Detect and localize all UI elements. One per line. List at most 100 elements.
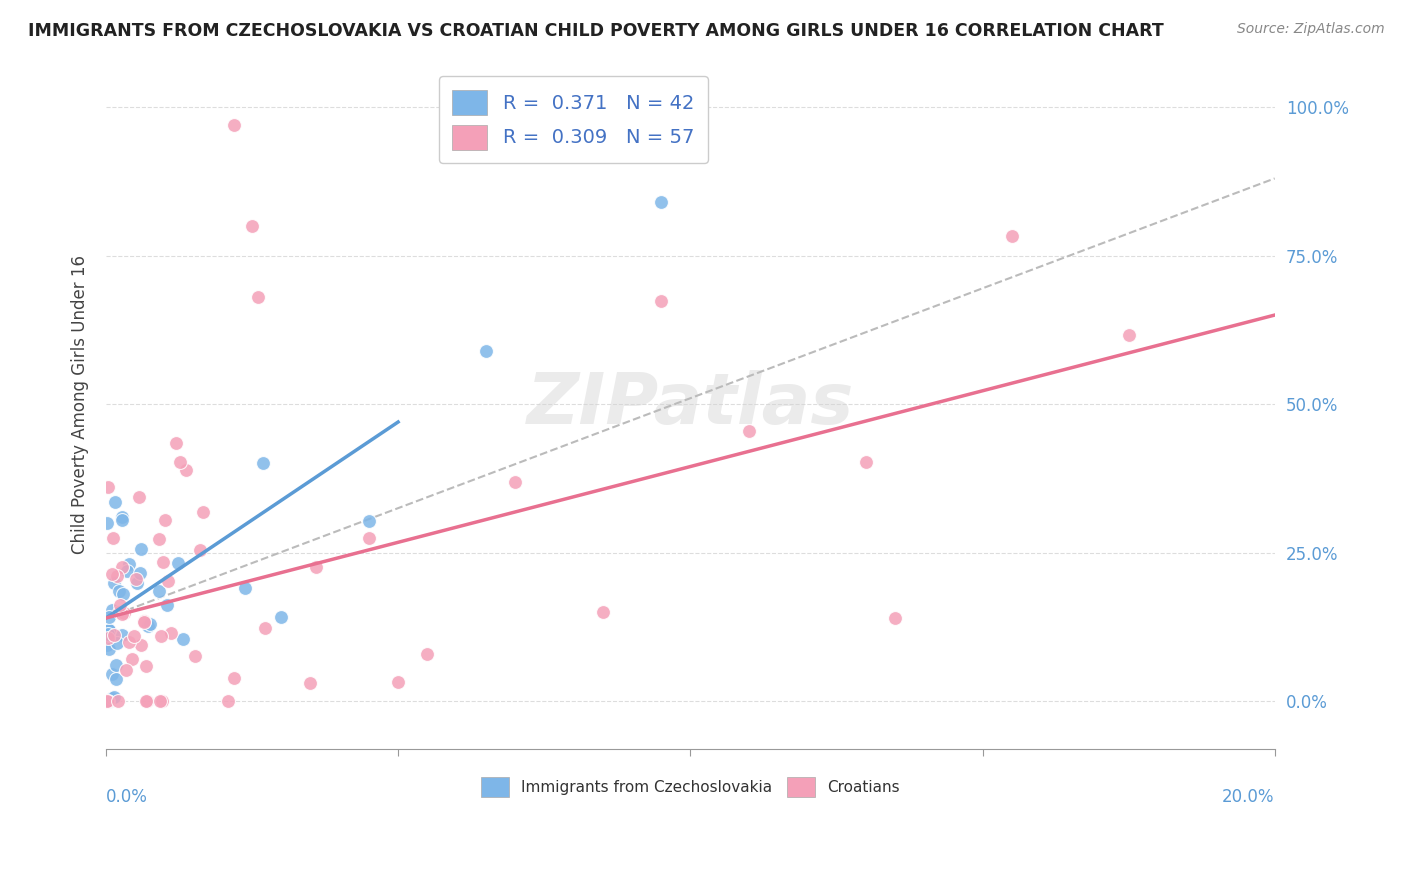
Point (96, 516, 118, 531)
Point (136, 618, 159, 632)
Point (153, 513, 176, 527)
Point (138, 617, 160, 632)
Point (233, 581, 256, 595)
Point (105, 636, 128, 650)
Point (184, 648, 207, 663)
Point (387, 674, 409, 689)
Point (592, 605, 614, 619)
Point (98, 694, 121, 708)
Point (855, 455, 877, 469)
Point (246, 290, 269, 304)
Point (160, 625, 183, 640)
Point (101, 603, 124, 617)
Point (101, 690, 124, 705)
Point (111, 607, 134, 621)
Text: 0.0%: 0.0% (105, 788, 148, 805)
Point (224, 671, 246, 685)
Point (883, 611, 905, 625)
Point (111, 509, 134, 524)
Point (97, 623, 120, 637)
Point (254, 621, 277, 635)
Point (103, 628, 125, 642)
Point (129, 541, 152, 556)
Point (357, 531, 380, 545)
Text: IMMIGRANTS FROM CZECHOSLOVAKIA VS CROATIAN CHILD POVERTY AMONG GIRLS UNDER 16 CO: IMMIGRANTS FROM CZECHOSLOVAKIA VS CROATI… (28, 22, 1164, 40)
Point (132, 615, 155, 629)
Point (97, 694, 120, 708)
Point (188, 542, 211, 557)
Point (98, 609, 121, 624)
Point (149, 694, 172, 708)
Point (117, 565, 139, 579)
Point (650, 293, 672, 308)
Point (166, 556, 188, 570)
Point (165, 436, 187, 450)
Point (104, 658, 127, 673)
Point (108, 598, 131, 612)
Point (107, 694, 129, 708)
Point (150, 629, 173, 643)
Point (357, 514, 380, 528)
Point (101, 667, 124, 681)
Point (105, 673, 128, 687)
Point (270, 610, 292, 624)
Legend: Immigrants from Czechoslovakia, Croatians: Immigrants from Czechoslovakia, Croatian… (475, 772, 905, 803)
Point (156, 598, 179, 612)
Y-axis label: Child Poverty Among Girls Under 16: Child Poverty Among Girls Under 16 (72, 255, 89, 554)
Point (152, 555, 174, 569)
Point (127, 575, 149, 590)
Point (118, 635, 141, 649)
Point (98, 694, 121, 708)
Text: ZIPatlas: ZIPatlas (527, 369, 853, 439)
Point (112, 606, 135, 620)
Point (176, 463, 198, 477)
Point (97, 623, 120, 637)
Point (111, 513, 134, 527)
Point (118, 557, 141, 571)
Point (132, 615, 155, 629)
Point (111, 587, 134, 601)
Point (97, 480, 120, 494)
Point (252, 457, 274, 471)
Point (150, 694, 173, 708)
Point (103, 531, 125, 545)
Point (191, 505, 214, 519)
Point (108, 605, 131, 619)
Point (111, 560, 134, 574)
Point (299, 676, 322, 690)
Point (135, 658, 157, 673)
Point (650, 194, 672, 209)
Point (103, 576, 125, 591)
Point (97, 627, 120, 641)
Point (105, 569, 128, 583)
Point (121, 652, 143, 666)
Point (503, 475, 526, 490)
Point (98, 642, 121, 657)
Point (1001, 228, 1024, 243)
Point (169, 455, 191, 469)
Point (108, 583, 131, 598)
Point (104, 495, 127, 509)
Point (224, 118, 246, 132)
Point (111, 628, 134, 642)
Point (128, 490, 150, 504)
Point (172, 632, 194, 646)
Point (1118, 327, 1140, 342)
Point (416, 647, 439, 661)
Point (103, 690, 125, 705)
Point (135, 694, 157, 708)
Point (97, 623, 120, 637)
Point (96, 638, 118, 652)
Point (96, 694, 118, 708)
Point (115, 663, 138, 677)
Point (100, 566, 122, 581)
Text: 20.0%: 20.0% (1222, 788, 1275, 805)
Point (217, 694, 239, 708)
Point (129, 638, 152, 652)
Point (135, 694, 157, 708)
Text: Source: ZipAtlas.com: Source: ZipAtlas.com (1237, 22, 1385, 37)
Point (125, 572, 148, 586)
Point (96, 631, 118, 645)
Point (148, 583, 170, 598)
Point (157, 574, 180, 588)
